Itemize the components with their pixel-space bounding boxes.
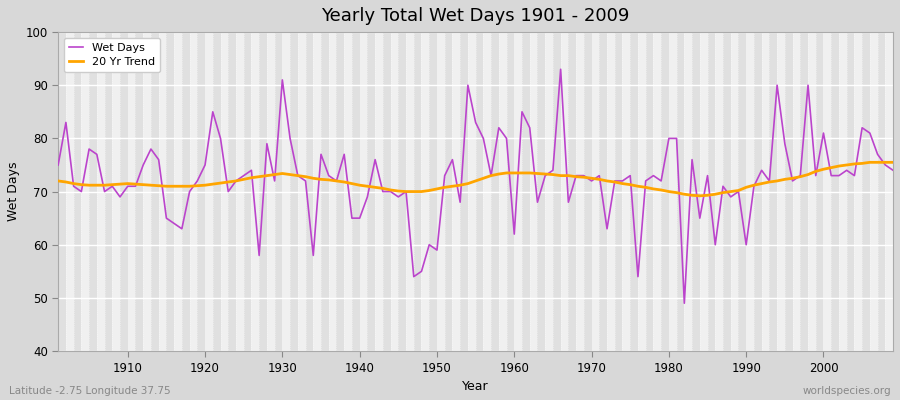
Wet Days [284,136,295,141]
Line: 20 Yr Trend: 20 Yr Trend [58,162,893,196]
X-axis label: Year: Year [463,380,489,393]
Bar [677,32,684,351]
Bar [136,32,143,351]
Bar [244,32,251,351]
Bar [182,32,190,351]
Bar [862,32,870,351]
Wet Days [508,232,519,236]
Bar [645,32,653,351]
Text: Latitude -2.75 Longitude 37.75: Latitude -2.75 Longitude 37.75 [9,386,171,396]
Bar [738,32,746,351]
Bar [229,32,236,351]
Bar [630,32,638,351]
20 Yr Trend [501,170,512,175]
Bar [800,32,808,351]
Bar [58,32,66,351]
Bar [89,32,97,351]
Bar [847,32,854,351]
Bar [337,32,344,351]
20 Yr Trend [331,178,342,183]
Title: Yearly Total Wet Days 1901 - 2009: Yearly Total Wet Days 1901 - 2009 [321,7,630,25]
Bar [754,32,761,351]
Wet Days [501,136,512,141]
Line: Wet Days: Wet Days [58,69,893,303]
Bar [399,32,406,351]
Wet Days [53,162,64,167]
Bar [274,32,283,351]
Bar [785,32,793,351]
Bar [832,32,839,351]
Bar [692,32,700,351]
Bar [414,32,421,351]
Bar [429,32,437,351]
Bar [662,32,669,351]
Bar [321,32,328,351]
Bar [290,32,298,351]
20 Yr Trend [695,194,706,198]
Wet Days [679,301,689,306]
Bar [522,32,530,351]
Bar [878,32,886,351]
Wet Days [555,67,566,72]
Bar [445,32,453,351]
Bar [197,32,205,351]
Wet Days [887,168,898,173]
Bar [553,32,561,351]
20 Yr Trend [284,172,295,177]
Bar [151,32,158,351]
Bar [615,32,623,351]
Bar [770,32,777,351]
Bar [259,32,267,351]
Text: worldspecies.org: worldspecies.org [803,386,891,396]
Bar [74,32,81,351]
Bar [537,32,545,351]
Wet Days [609,178,620,183]
Y-axis label: Wet Days: Wet Days [7,162,20,221]
Wet Days [114,194,125,199]
Bar [120,32,128,351]
Bar [893,32,900,351]
Bar [491,32,499,351]
Bar [104,32,112,351]
Bar [584,32,591,351]
Bar [382,32,391,351]
Bar [507,32,514,351]
20 Yr Trend [508,170,519,175]
Bar [305,32,313,351]
20 Yr Trend [887,160,898,165]
20 Yr Trend [601,178,612,183]
Bar [212,32,220,351]
Bar [723,32,731,351]
Wet Days [331,178,342,183]
Bar [815,32,824,351]
Bar [569,32,576,351]
Bar [166,32,174,351]
Bar [460,32,468,351]
Bar [367,32,375,351]
Legend: Wet Days, 20 Yr Trend: Wet Days, 20 Yr Trend [64,38,160,72]
Bar [707,32,716,351]
20 Yr Trend [114,182,125,186]
20 Yr Trend [865,160,876,165]
Bar [475,32,483,351]
Bar [352,32,360,351]
Bar [599,32,607,351]
20 Yr Trend [53,178,64,183]
